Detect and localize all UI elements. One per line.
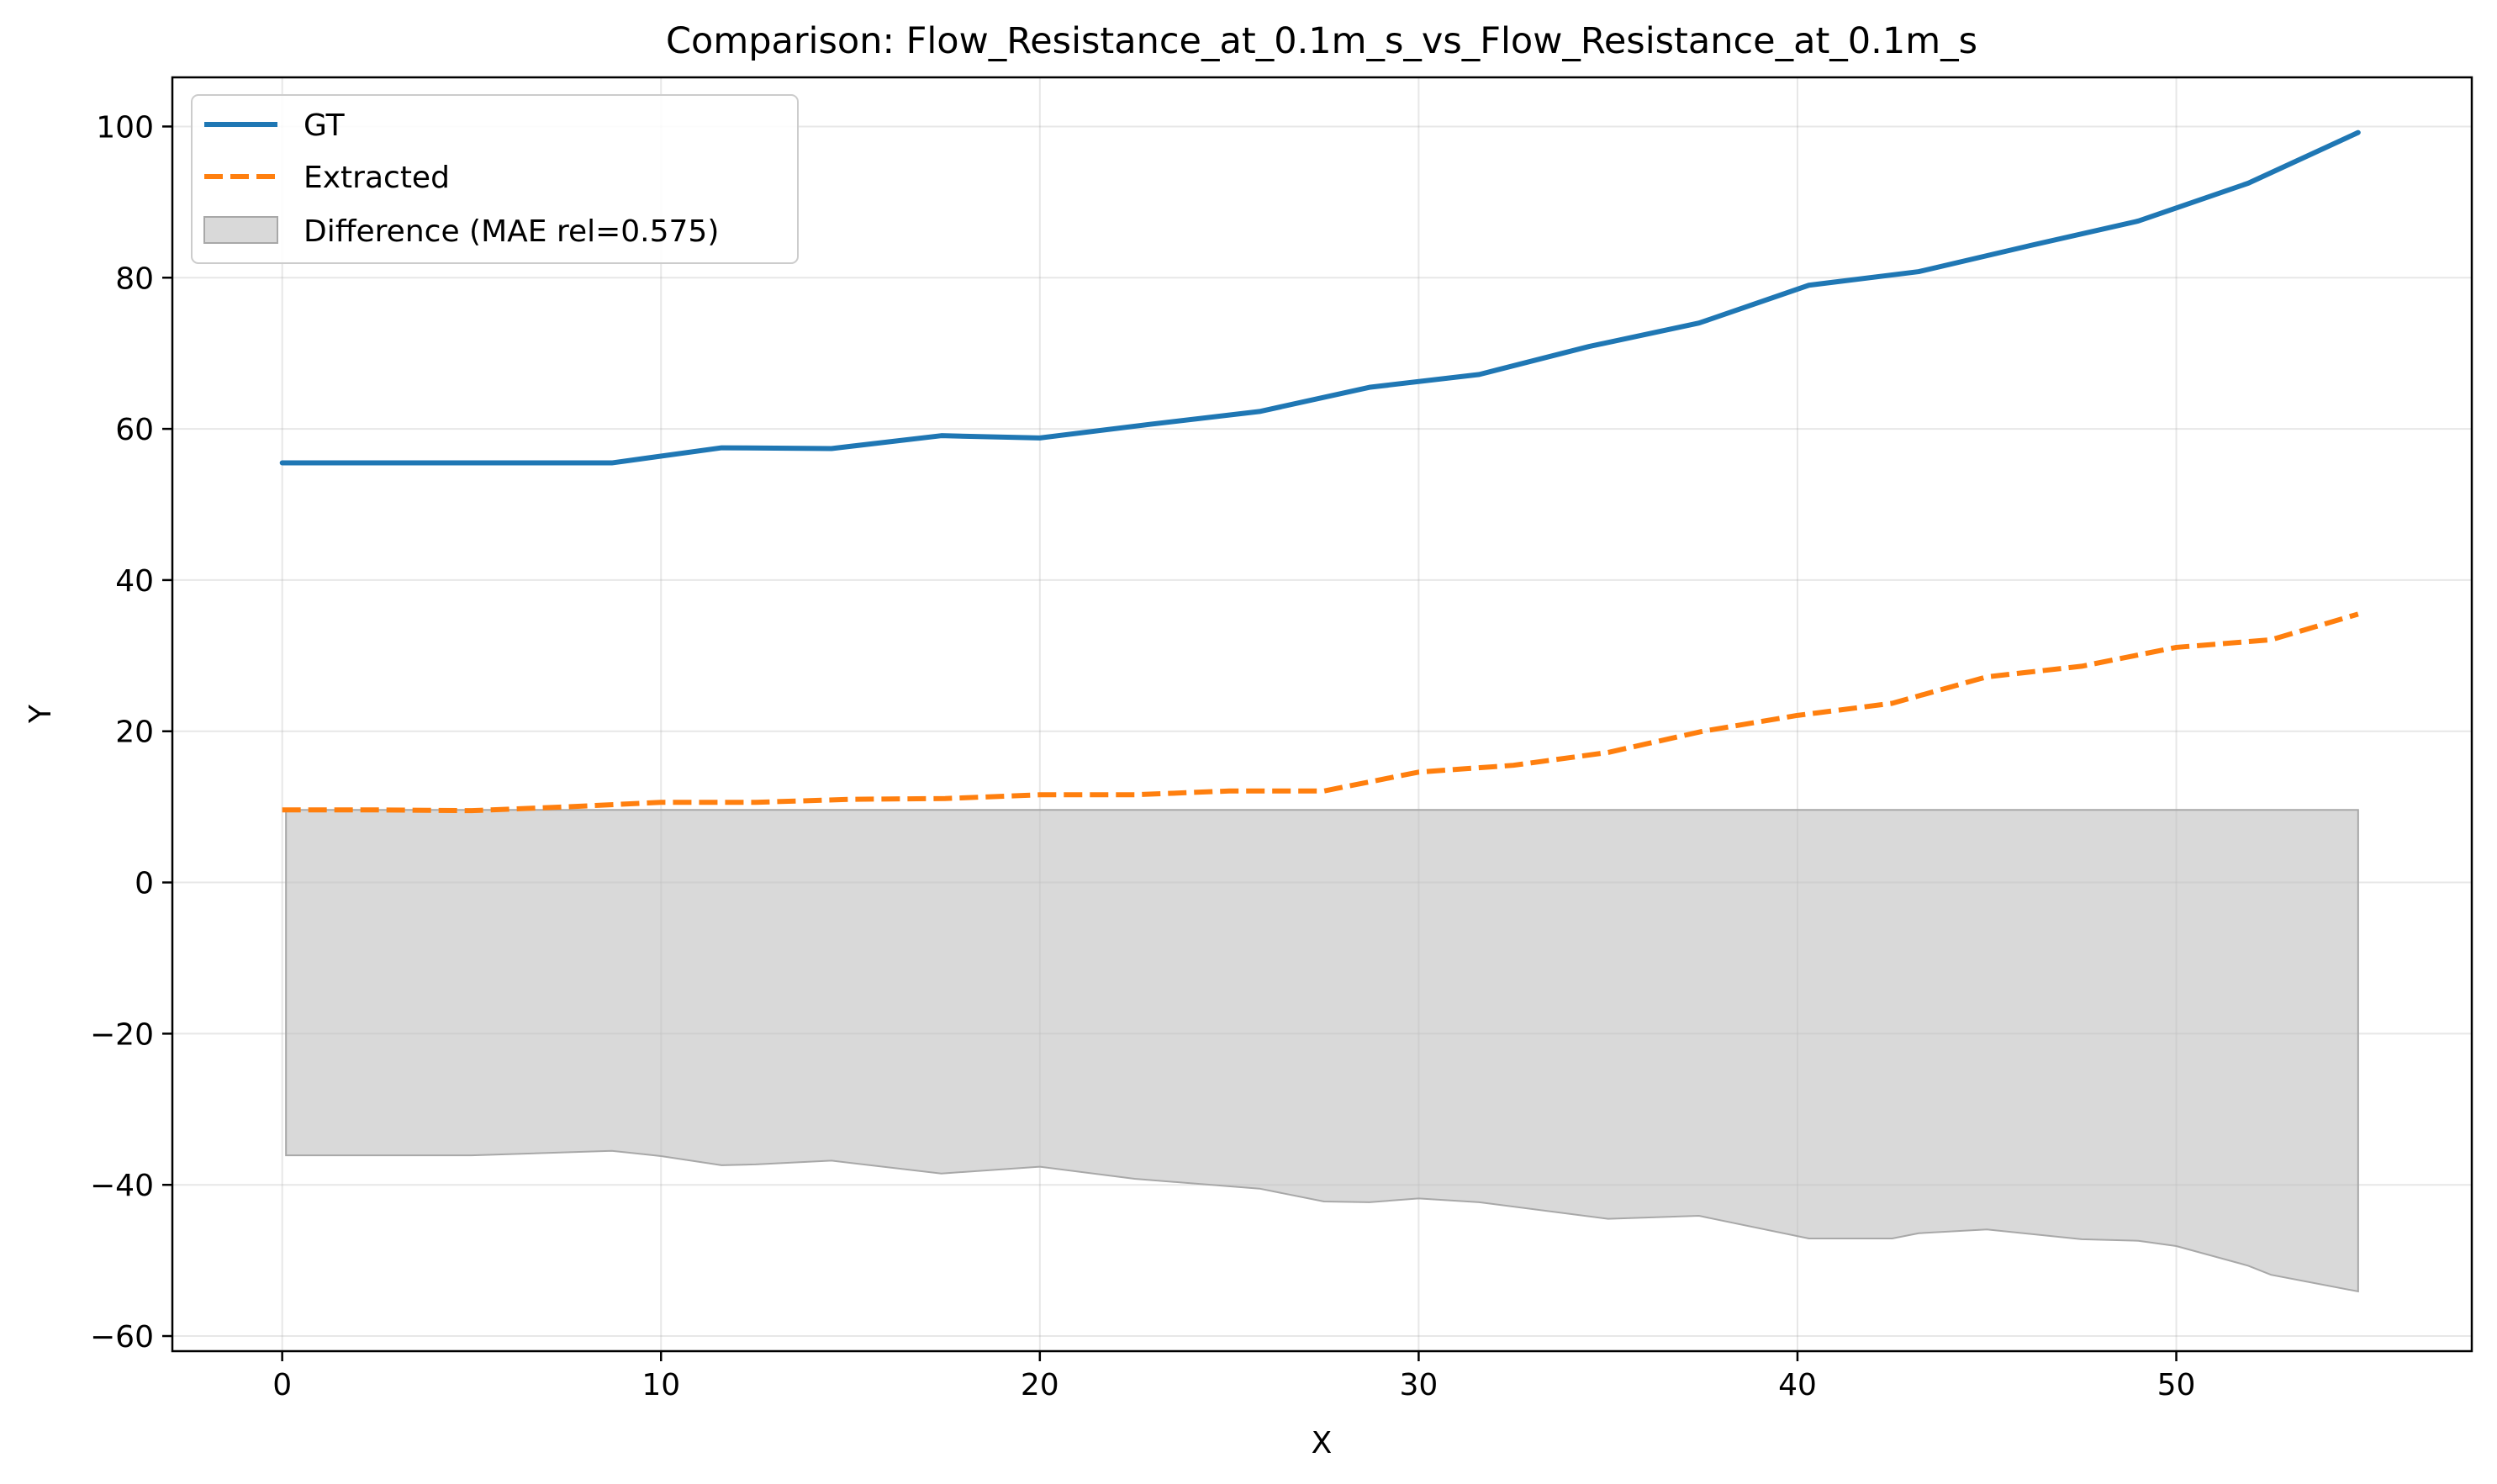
difference-band-layer — [285, 809, 2359, 1293]
y-tick-label: 100 — [96, 110, 154, 145]
plot-area-frame — [171, 76, 2473, 1353]
x-tick-label: 10 — [641, 1368, 680, 1402]
y-tick-label: 0 — [135, 867, 154, 901]
series-line-extracted — [282, 611, 2359, 814]
y-tick-label: 80 — [115, 261, 154, 296]
y-axis-title: Y — [24, 704, 58, 724]
x-tick-label: 50 — [2157, 1368, 2196, 1402]
legend-label-gt: GT — [304, 108, 346, 143]
chart-title: Comparison: Flow_Resistance_at_0.1m_s_vs… — [666, 20, 1977, 62]
x-tick-label: 30 — [1399, 1368, 1438, 1402]
legend: GT Extracted Difference (MAE rel=0.575) — [191, 94, 799, 264]
series-line-gt — [279, 129, 2361, 466]
y-tick-label: −20 — [90, 1017, 154, 1052]
y-tick-label: −60 — [90, 1320, 154, 1355]
legend-swatch-difference — [203, 216, 278, 244]
y-tick-label: 20 — [115, 716, 154, 750]
difference-band — [285, 809, 2359, 1293]
legend-label-extracted: Extracted — [304, 161, 450, 195]
x-tick-label: 20 — [1021, 1368, 1059, 1402]
x-tick-label: 0 — [272, 1368, 292, 1402]
x-axis-title: X — [1312, 1426, 1333, 1460]
y-tick-label: −40 — [90, 1169, 154, 1203]
y-tick-label: 60 — [115, 413, 154, 447]
legend-box — [191, 94, 799, 264]
legend-label-difference: Difference (MAE rel=0.575) — [304, 214, 719, 249]
series-layer — [279, 129, 2361, 814]
axis-ticks: 0 10 20 30 40 50 −60 −40 −20 0 20 40 60 80 100 — [90, 110, 2195, 1402]
y-tick-label: 40 — [115, 564, 154, 599]
x-tick-label: 40 — [1778, 1368, 1817, 1402]
